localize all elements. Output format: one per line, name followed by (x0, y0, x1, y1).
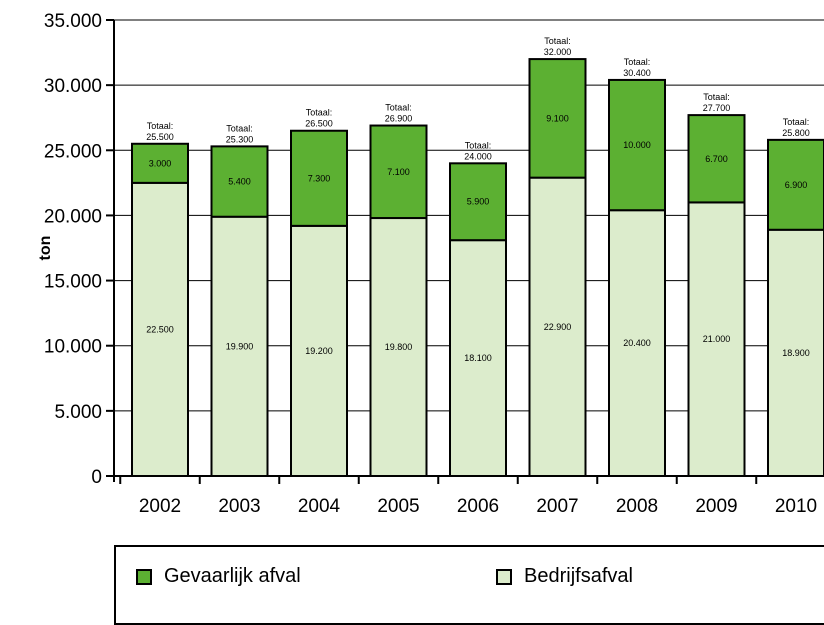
bar-gevaarlijk-2003 (210, 145, 269, 218)
data-label: 18.900 (782, 348, 810, 358)
data-label: 19.900 (226, 341, 254, 351)
legend-label-gevaarlijk: Gevaarlijk afval (164, 565, 301, 587)
bar-gevaarlijk-2008 (608, 78, 666, 212)
data-label: 10.000 (623, 140, 651, 150)
y-tick-label: 5.000 (54, 402, 102, 423)
bar-gevaarlijk-2010 (767, 138, 824, 231)
total-value: 25.800 (782, 128, 810, 138)
y-tick-label: 0 (91, 467, 102, 488)
y-tick-label: 25.000 (44, 141, 102, 162)
y-tick-label: 15.000 (44, 272, 102, 293)
bar-bedrijfsafval-2008 (608, 209, 666, 478)
x-tick-label: 2003 (218, 496, 260, 517)
x-tick-label: 2009 (695, 496, 737, 517)
data-label: 5.900 (467, 197, 490, 207)
total-label: Totaal: (624, 57, 651, 67)
total-value: 25.300 (226, 134, 254, 144)
data-label: 5.400 (228, 177, 251, 187)
total-value: 24.000 (464, 151, 492, 161)
total-value: 30.400 (623, 68, 651, 78)
bar-gevaarlijk-2006 (449, 162, 507, 242)
bar-gevaarlijk-2004 (290, 129, 348, 227)
bar-bedrijfsafval-2005 (369, 217, 428, 478)
total-label: Totaal: (465, 140, 492, 150)
total-label: Totaal: (306, 108, 333, 118)
total-label: Totaal: (783, 117, 810, 127)
y-tick-label: 10.000 (44, 337, 102, 358)
total-label: Totaal: (226, 123, 253, 133)
legend-item-bedrijfsafval: Bedrijfsafval (496, 565, 633, 588)
legend: Gevaarlijk afval Bedrijfsafval (114, 545, 824, 625)
y-tick-label: 35.000 (44, 11, 102, 32)
bar-bedrijfsafval-2009 (687, 201, 746, 477)
bar-bedrijfsafval-2010 (767, 228, 824, 477)
total-label: Totaal: (147, 121, 174, 131)
data-label: 21.000 (703, 334, 731, 344)
bar-bedrijfsafval-2003 (210, 215, 269, 478)
total-value: 32.000 (544, 47, 572, 57)
y-tick-label: 30.000 (44, 76, 102, 97)
legend-swatch-bedrijfsafval (496, 568, 512, 585)
total-label: Totaal: (544, 36, 571, 46)
x-tick-label: 2005 (377, 496, 419, 517)
bar-gevaarlijk-2002 (131, 142, 189, 184)
data-label: 19.800 (385, 342, 413, 352)
data-label: 7.100 (387, 167, 410, 177)
data-label: 18.100 (464, 353, 492, 363)
bar-bedrijfsafval-2004 (290, 224, 348, 477)
total-value: 26.500 (305, 119, 333, 129)
legend-item-gevaarlijk: Gevaarlijk afval (136, 565, 301, 588)
total-label: Totaal: (385, 103, 412, 113)
data-label: 9.100 (546, 113, 569, 123)
bar-bedrijfsafval-2006 (449, 239, 507, 477)
legend-swatch-gevaarlijk (136, 568, 152, 585)
data-label: 7.300 (308, 173, 331, 183)
x-tick-label: 2007 (536, 496, 578, 517)
x-tick-label: 2004 (298, 496, 341, 517)
bar-gevaarlijk-2005 (369, 124, 428, 220)
x-tick-label: 2008 (616, 496, 658, 517)
data-label: 20.400 (623, 338, 651, 348)
chart: 0 5.000 10.000 15.000 20.000 25.000 30.000 35.0… (37, 11, 824, 517)
bar-bedrijfsafval-2002 (131, 181, 189, 477)
total-label: Totaal: (703, 92, 730, 102)
data-label: 19.200 (305, 346, 333, 356)
bar-gevaarlijk-2009 (687, 114, 746, 204)
total-value: 27.700 (703, 103, 731, 113)
data-label: 6.700 (705, 154, 728, 164)
x-tick-label: 2002 (139, 496, 181, 517)
x-tick-label: 2006 (457, 496, 499, 517)
y-tick-label: 20.000 (44, 206, 102, 227)
legend-label-bedrijfsafval: Bedrijfsafval (524, 565, 633, 587)
total-value: 25.500 (146, 132, 174, 142)
y-axis-label: ton (37, 236, 54, 261)
total-value: 26.900 (385, 114, 413, 124)
data-label: 22.900 (544, 322, 572, 332)
bar-bedrijfsafval-2007 (528, 176, 587, 477)
data-label: 22.500 (146, 324, 174, 334)
bar-gevaarlijk-2007 (528, 58, 587, 179)
data-label: 6.900 (785, 180, 808, 190)
x-tick-label: 2010 (775, 496, 817, 517)
data-label: 3.000 (149, 158, 172, 168)
